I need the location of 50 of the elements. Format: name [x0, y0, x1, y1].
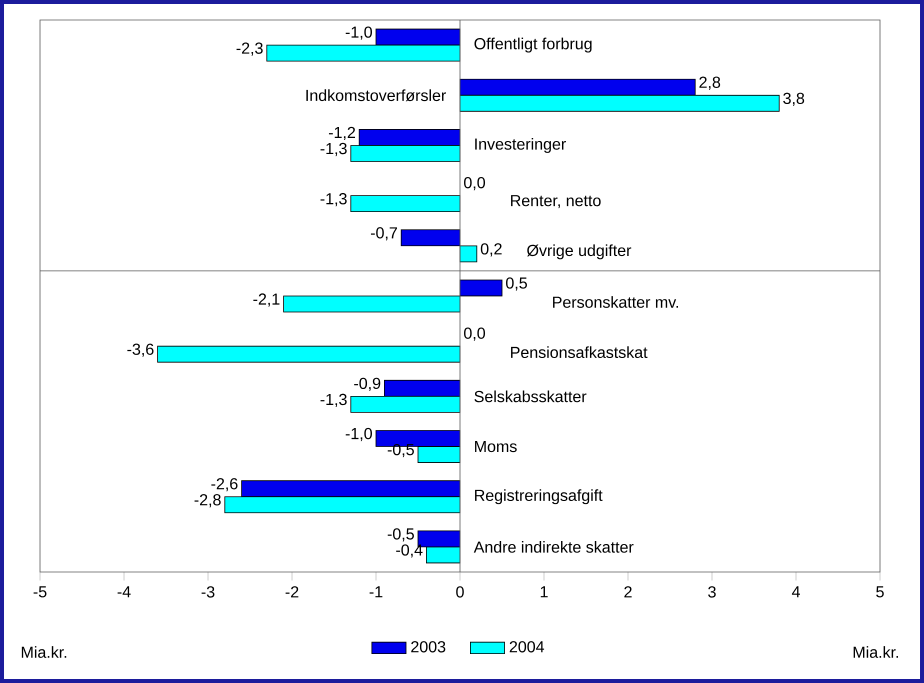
text: Mia.kr. — [854, 646, 898, 658]
data-label: -2,8 — [194, 494, 221, 508]
data-label: -0,5 — [388, 444, 414, 458]
data-label: -2,6 — [211, 478, 238, 492]
data-label: -0,7 — [370, 227, 397, 240]
x-tick-label: -3 — [202, 586, 214, 598]
data-label: -1,3 — [320, 193, 347, 206]
y-tick-label: Registreringsafgift — [475, 489, 603, 504]
data-label: 2,8 — [699, 76, 720, 90]
data-label: -1,0 — [346, 26, 372, 40]
y-tick-label: Andre indirekte skatter — [474, 541, 634, 553]
data-label: -3,6 — [127, 344, 154, 357]
data-label: 0,0 — [464, 176, 486, 190]
y-tick-label: Øvrige udgifter — [527, 244, 632, 260]
data-label: -1,3 — [320, 394, 347, 407]
data-label: -1,0 — [346, 428, 372, 442]
x-tick-label: -4 — [118, 586, 131, 598]
x-tick-label: 1 — [540, 586, 548, 598]
y-tick-label: Personskatter mv. — [553, 296, 678, 308]
y-tick-label: Investeringer — [475, 138, 566, 153]
x-tick-label: 2 — [624, 586, 632, 598]
x-tick-label: 5 — [876, 586, 884, 598]
data-label: 3,8 — [783, 92, 804, 106]
data-label: -2,1 — [253, 293, 280, 307]
data-label: 0,2 — [480, 243, 502, 256]
x-tick-label: 4 — [792, 586, 800, 598]
data-label: -1,3 — [320, 142, 347, 156]
data-label: -1,2 — [328, 126, 355, 140]
data-label: 0,0 — [464, 328, 486, 341]
x-axis-title: Mia.kr. — [22, 646, 66, 658]
y-tick-label: Selskabsskatter — [474, 390, 586, 402]
x-tick-label: 0 — [456, 586, 464, 598]
y-tick-label: Moms — [475, 440, 517, 452]
bar — [157, 346, 460, 363]
bar — [350, 195, 460, 212]
data-label: -0,5 — [388, 528, 414, 542]
y-tick-label: Renter, netto — [511, 195, 601, 208]
data-label: -2,3 — [236, 42, 263, 56]
x-tick-label: -5 — [34, 586, 46, 598]
x-tick-label: -1 — [370, 586, 382, 598]
legend-label: 2003 — [411, 641, 446, 652]
legend-label: 2004 — [510, 641, 544, 652]
y-tick-label: Indkomstoverførsler — [306, 89, 446, 102]
data-label: -0,4 — [396, 544, 423, 558]
x-tick-label: -2 — [286, 586, 298, 598]
x-tick-label: 3 — [708, 586, 716, 598]
data-label: 0,5 — [506, 277, 527, 291]
data-label: -0,9 — [354, 378, 380, 391]
y-tick-label: Pensionsafkastskat — [511, 346, 648, 358]
y-tick-label: Offentligt forbrug — [474, 38, 592, 53]
